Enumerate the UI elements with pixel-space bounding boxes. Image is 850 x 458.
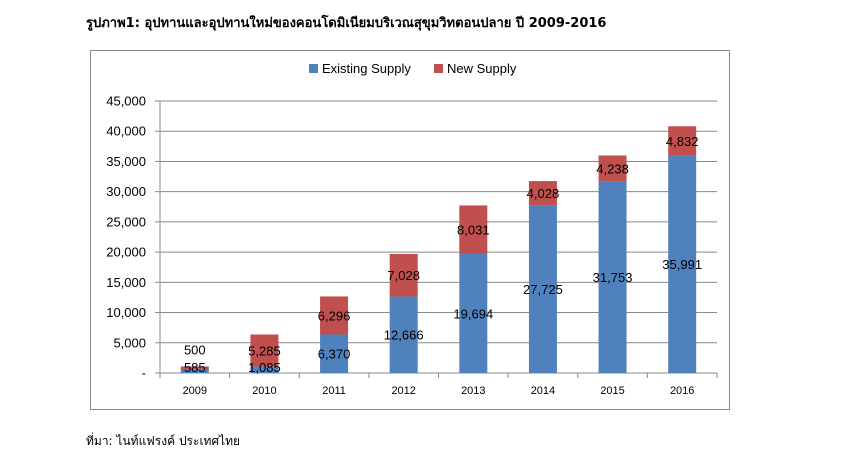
y-tick-label: 35,000: [106, 154, 146, 169]
data-label-existing-supply: 31,753: [593, 270, 633, 285]
data-label-existing-supply: 1,085: [248, 360, 281, 375]
data-label-existing-supply: 585: [184, 360, 206, 375]
stacked-bar-chart: - 5,000 10,000 15,000 20,000 25,000 30,000 35,0…: [106, 61, 718, 397]
legend-swatch: [309, 64, 318, 73]
x-tick-label: 2009: [183, 385, 207, 397]
bar-new-supply: [598, 155, 627, 182]
x-tick-label: 2010: [252, 385, 276, 397]
y-tick-label: 15,000: [106, 275, 146, 290]
x-tick-label: 2012: [391, 385, 415, 397]
bar-existing-supply: [389, 296, 418, 373]
x-tick-label: 2011: [322, 385, 346, 397]
x-tick-label: 2016: [670, 385, 694, 397]
data-label-existing-supply: 27,725: [523, 282, 563, 297]
legend-swatch: [434, 64, 443, 73]
data-label-new-supply: 7,028: [387, 268, 420, 283]
data-label-existing-supply: 19,694: [453, 306, 493, 321]
y-tick-label: -: [142, 366, 146, 381]
bar-existing-supply: [180, 369, 209, 373]
figure-title: รูปภาพ1: อุปทานและอุปทานใหม่ของคอนโดมิเน…: [86, 16, 607, 31]
bar-existing-supply: [320, 334, 349, 373]
data-label-new-supply: 4,028: [527, 186, 560, 201]
legend-label: Existing Supply: [322, 61, 411, 76]
y-tick-label: 5,000: [113, 335, 146, 350]
y-tick-label: 10,000: [106, 305, 146, 320]
data-label-existing-supply: 12,666: [384, 328, 424, 343]
bar-new-supply: [250, 334, 279, 367]
x-tick-label: 2013: [461, 385, 485, 397]
chart-frame: - 5,000 10,000 15,000 20,000 25,000 30,000 35,0…: [90, 50, 730, 410]
figure-source: ที่มา: ไนท์แฟรงค์ ประเทศไทย: [86, 434, 241, 448]
data-label-new-supply: 8,031: [457, 223, 490, 238]
bar-existing-supply: [598, 181, 627, 373]
data-label-new-supply: 5,285: [248, 343, 281, 358]
data-label-new-supply: 4,832: [666, 134, 699, 149]
legend-label: New Supply: [447, 61, 517, 76]
bar-new-supply: [320, 296, 349, 335]
bar-new-supply: [389, 253, 418, 297]
bar-existing-supply: [459, 253, 488, 373]
y-tick-label: 25,000: [106, 214, 146, 229]
data-label-new-supply: 500: [184, 342, 206, 357]
x-tick-label: 2015: [600, 385, 624, 397]
y-tick-label: 45,000: [106, 94, 146, 109]
y-tick-label: 20,000: [106, 245, 146, 260]
data-label-existing-supply: 35,991: [662, 257, 702, 272]
bar-existing-supply: [668, 155, 697, 373]
y-tick-label: 30,000: [106, 184, 146, 199]
bar-new-supply: [459, 205, 488, 254]
bar-existing-supply: [528, 205, 557, 373]
data-label-new-supply: 6,296: [318, 308, 351, 323]
bar-new-supply: [668, 126, 697, 156]
x-tick-label: 2014: [531, 385, 555, 397]
bar-existing-supply: [250, 366, 279, 373]
bar-new-supply: [180, 366, 209, 370]
data-label-new-supply: 4,238: [596, 161, 629, 176]
y-tick-label: 40,000: [106, 124, 146, 139]
data-label-existing-supply: 6,370: [318, 347, 351, 362]
bar-new-supply: [528, 181, 557, 206]
